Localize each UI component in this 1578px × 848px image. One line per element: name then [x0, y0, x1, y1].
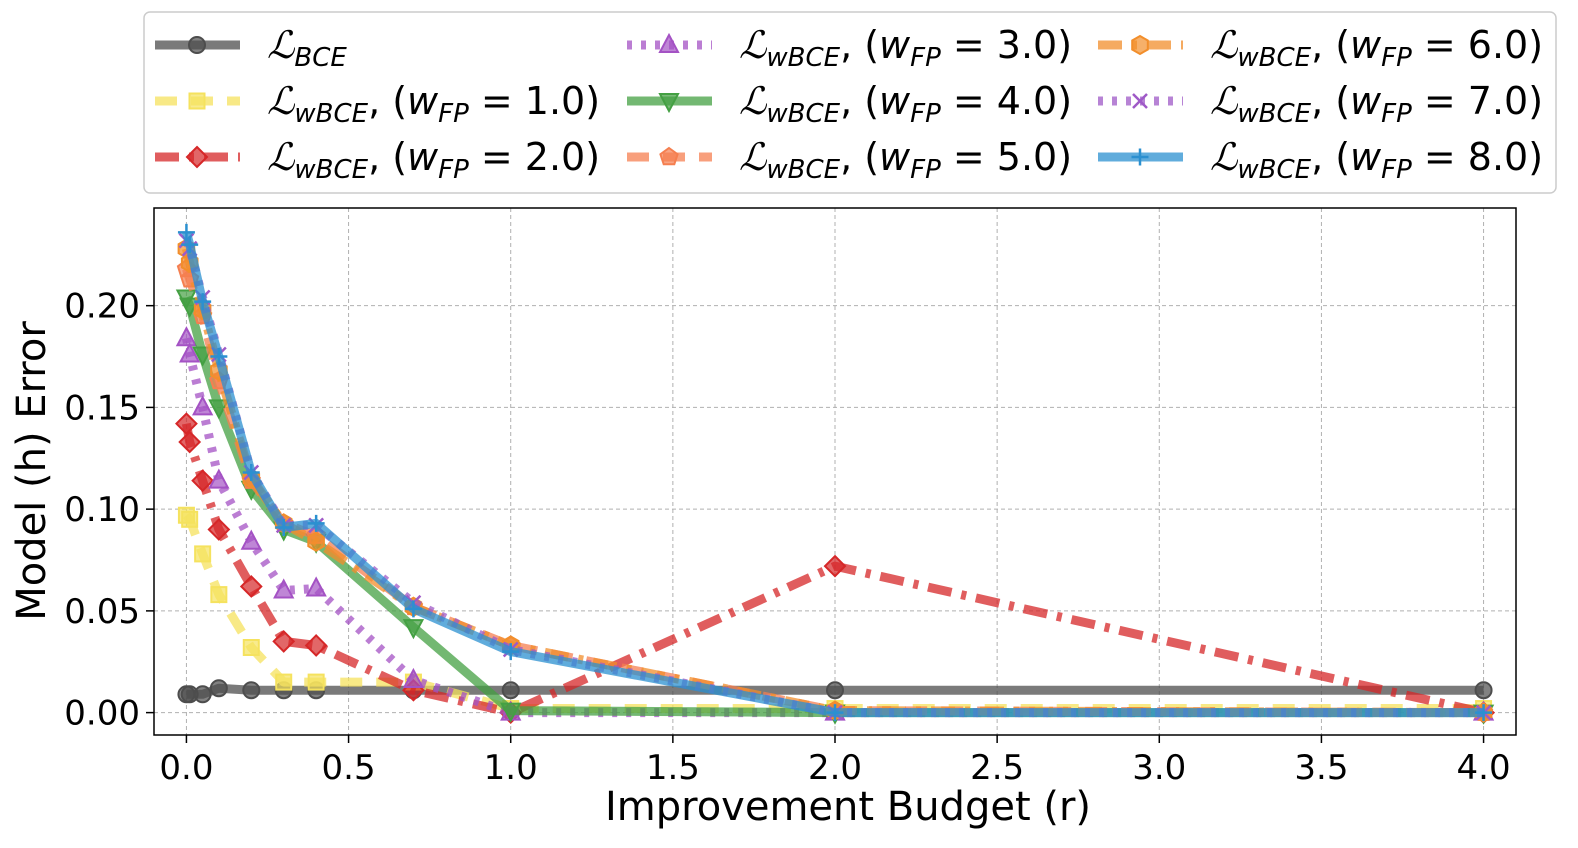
x-tick-label: 2.0 — [808, 748, 862, 788]
x-tick-label: 4.0 — [1457, 748, 1511, 788]
data-point — [823, 554, 847, 578]
y-tick-label: 0.10 — [64, 490, 140, 530]
legend-label: ℒwBCE, (wFP = 5.0) — [739, 135, 1072, 185]
legend-entry: ℒwBCE, (wFP = 7.0) — [1098, 79, 1543, 129]
data-point — [402, 619, 425, 640]
series-line — [181, 422, 1485, 718]
y-tick-label: 0.20 — [64, 287, 140, 327]
legend-entry: ℒwBCE, (wFP = 5.0) — [627, 135, 1072, 185]
legend-label: ℒwBCE, (wFP = 2.0) — [267, 135, 600, 185]
data-point — [193, 685, 212, 704]
legend-entry: ℒwBCE, (wFP = 6.0) — [1098, 23, 1543, 73]
data-point — [207, 518, 231, 541]
data-point — [826, 704, 844, 722]
data-point — [826, 681, 844, 700]
legend-marker — [188, 36, 206, 54]
data-point — [1475, 704, 1493, 722]
data-point — [1474, 681, 1493, 700]
data-point — [272, 629, 296, 653]
data-point — [500, 702, 522, 723]
data-point — [502, 643, 520, 661]
data-point — [210, 586, 228, 604]
series-w-fp-bce — [177, 679, 1493, 704]
data-point — [305, 576, 327, 597]
legend-label: ℒwBCE, (wFP = 3.0) — [739, 23, 1072, 73]
data-point — [404, 600, 422, 618]
data-point — [501, 681, 520, 700]
data-point — [191, 469, 215, 493]
legend-marker — [1131, 34, 1149, 56]
y-tick-label: 0.05 — [64, 592, 140, 632]
data-point — [208, 468, 230, 489]
data-point — [242, 681, 261, 700]
data-point — [242, 639, 260, 657]
legend-entry: ℒwBCE, (wFP = 2.0) — [155, 135, 600, 185]
x-tick-label: 2.5 — [970, 748, 1024, 788]
series-layer — [175, 223, 1495, 725]
data-point — [175, 326, 198, 347]
grid — [154, 208, 1516, 735]
legend-marker — [658, 32, 680, 53]
y-tick-label: 0.00 — [64, 694, 140, 734]
legend-marker — [659, 146, 679, 166]
data-point — [242, 464, 260, 482]
series-line — [182, 231, 1484, 718]
data-point — [275, 518, 293, 536]
y-tick-label: 0.15 — [64, 388, 140, 428]
legend-label: ℒBCE — [267, 23, 347, 73]
x-tick-label: 1.0 — [484, 748, 538, 788]
legend-marker — [1132, 93, 1148, 109]
legend-label: ℒwBCE, (wFP = 4.0) — [739, 79, 1072, 129]
legend-entry: ℒwBCE, (wFP = 3.0) — [627, 23, 1072, 73]
data-point — [209, 679, 228, 698]
data-point — [191, 395, 214, 416]
x-tick-label: 1.5 — [646, 748, 700, 788]
data-point — [179, 342, 201, 363]
data-point — [177, 223, 195, 241]
x-tick-label: 0.5 — [322, 748, 376, 788]
series-w-fp-8.0 — [177, 223, 1493, 722]
data-point — [239, 575, 263, 598]
legend-label: ℒwBCE, (wFP = 6.0) — [1210, 23, 1543, 73]
data-point — [240, 529, 262, 550]
legend: ℒBCE ℒwBCE, (wFP = 1.0) ℒwBCE, (wFP = 2.0)… — [143, 11, 1557, 194]
legend-entry: ℒwBCE, (wFP = 1.0) — [155, 79, 600, 129]
data-point — [273, 578, 295, 599]
x-tick-label: 0.0 — [159, 748, 213, 788]
y-axis-label: Model (h) Error — [9, 321, 55, 621]
data-point — [178, 430, 202, 454]
data-point — [181, 510, 199, 528]
x-axis-label: Improvement Budget (r) — [605, 784, 1091, 830]
legend-label: ℒwBCE, (wFP = 7.0) — [1210, 79, 1543, 129]
legend-marker — [188, 92, 206, 110]
legend-label: ℒwBCE, (wFP = 1.0) — [267, 79, 600, 129]
data-point — [402, 667, 425, 689]
data-point — [304, 634, 328, 657]
data-point — [307, 531, 325, 552]
legend-entry: ℒwBCE, (wFP = 8.0) — [1098, 135, 1543, 185]
data-point — [307, 514, 325, 532]
legend-frame — [143, 11, 1557, 194]
legend-entry: ℒwBCE, (wFP = 4.0) — [627, 79, 1072, 129]
legend-marker — [185, 145, 209, 169]
y-axis: 0.00 0.05 0.10 0.15 0.20 — [64, 287, 154, 734]
x-axis: 0.0 0.5 1.0 1.5 2.0 2.5 3.0 3.5 4.0 — [159, 735, 1511, 788]
x-tick-label: 3.0 — [1132, 748, 1186, 788]
data-point — [181, 236, 199, 254]
legend-marker — [658, 93, 680, 114]
data-point — [210, 348, 228, 366]
data-point — [194, 293, 212, 311]
legend-entry: ℒBCE — [155, 23, 347, 73]
x-tick-label: 3.5 — [1294, 748, 1348, 788]
legend-label: ℒwBCE, (wFP = 8.0) — [1210, 135, 1543, 185]
legend-marker — [1131, 148, 1149, 166]
data-point — [275, 673, 293, 691]
data-point — [175, 412, 198, 436]
data-point — [194, 545, 212, 563]
data-point — [307, 673, 325, 691]
